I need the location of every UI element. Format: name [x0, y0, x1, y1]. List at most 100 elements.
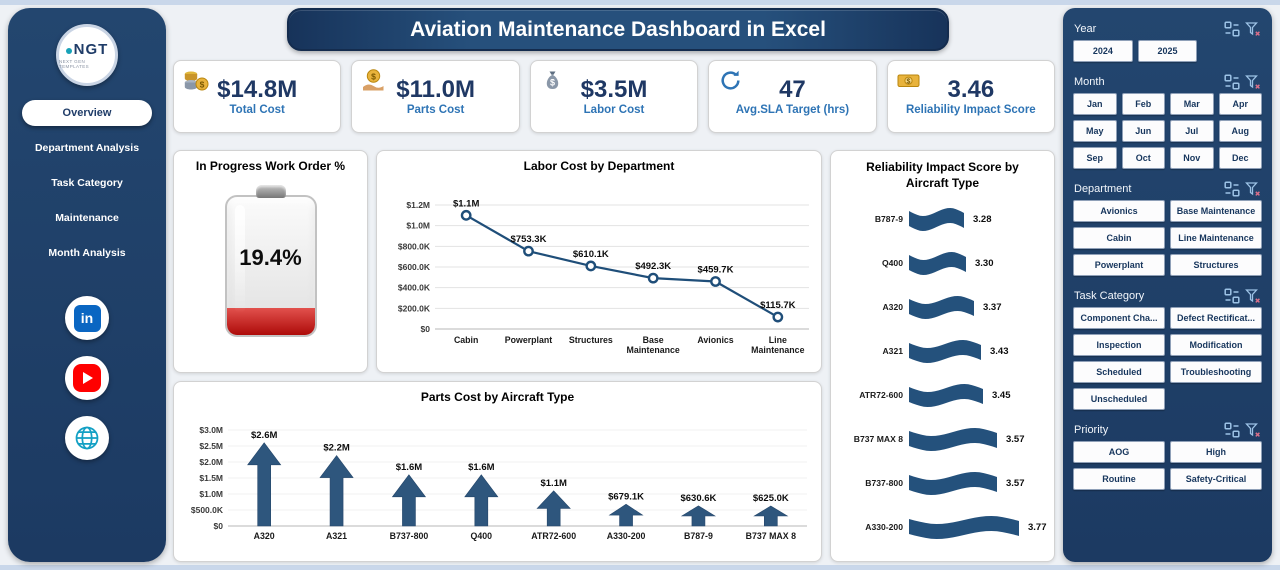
slicer-priority-option-safety-critical[interactable]: Safety-Critical — [1170, 468, 1262, 490]
slicer-task-category-option-troubleshooting[interactable]: Troubleshooting — [1170, 361, 1262, 383]
youtube-icon[interactable] — [65, 356, 109, 400]
slicer-icons — [1224, 421, 1261, 438]
clear-filter-icon[interactable] — [1245, 181, 1261, 197]
funnel-flag — [909, 252, 966, 276]
parts-cost-bar-svg: $0 $500.0K $1.0M $1.5M $2.0M $2.5M $3.0M $2.6M A… — [191, 425, 807, 541]
slicer-month-option-aug[interactable]: Aug — [1218, 120, 1262, 142]
slicer-year: Year 2024 2025 — [1073, 17, 1262, 62]
slicer-month-option-nov[interactable]: Nov — [1170, 147, 1214, 169]
kpi-value: 47 — [779, 75, 806, 103]
funnel-rows: B787-9 3.28 Q400 3.30 A320 3.37 A321 3.43 ATR72-… — [831, 195, 1054, 549]
slicer-month-option-apr[interactable]: Apr — [1218, 93, 1262, 115]
funnel-flag — [909, 516, 1019, 540]
funnel-value: 3.43 — [990, 345, 1009, 357]
svg-text:$630.6K: $630.6K — [680, 493, 716, 504]
sidebar-item-month-analysis[interactable]: Month Analysis — [48, 247, 126, 259]
slicer-options: 2024 2025 — [1073, 40, 1262, 62]
svg-text:$800.0K: $800.0K — [398, 241, 431, 251]
slicer-department-option-cabin[interactable]: Cabin — [1073, 227, 1165, 249]
slicer-priority: Priority AOG High Routine Safety-Critical — [1073, 418, 1262, 490]
slicer-priority-option-aog[interactable]: AOG — [1073, 441, 1165, 463]
slicer-department-option-line-maintenance[interactable]: Line Maintenance — [1170, 227, 1262, 249]
slicer-header: Month — [1073, 70, 1262, 93]
gauge-title: In Progress Work Order % — [195, 159, 346, 173]
kpi-label: Parts Cost — [406, 104, 465, 117]
slicer-task-category-option-inspection[interactable]: Inspection — [1073, 334, 1165, 356]
slicer-month-option-mar[interactable]: Mar — [1170, 93, 1214, 115]
linkedin-icon[interactable]: in — [65, 296, 109, 340]
svg-text:$0: $0 — [214, 521, 224, 531]
gauge-value: 19.4% — [239, 244, 302, 270]
slicer-month-option-dec[interactable]: Dec — [1218, 147, 1262, 169]
svg-text:A321: A321 — [326, 531, 347, 541]
multiselect-icon[interactable] — [1224, 287, 1240, 304]
slicer-year-option-2024[interactable]: 2024 — [1073, 40, 1133, 62]
slicer-priority-option-routine[interactable]: Routine — [1073, 468, 1165, 490]
svg-text:$459.7K: $459.7K — [698, 264, 734, 275]
slicer-department-option-avionics[interactable]: Avionics — [1073, 200, 1165, 222]
slicer-department-option-structures[interactable]: Structures — [1170, 254, 1262, 276]
filter-panel: Year 2024 2025 Month Jan Feb Mar Apr May Jun Jul Au… — [1063, 8, 1272, 562]
slicer-month-option-feb[interactable]: Feb — [1121, 93, 1165, 115]
clear-filter-icon[interactable] — [1245, 74, 1261, 90]
sidebar-item-maintenance[interactable]: Maintenance — [55, 212, 119, 224]
slicer-priority-option-high[interactable]: High — [1170, 441, 1262, 463]
kpi-label: Reliability Impact Score — [905, 104, 1036, 117]
svg-text:$610.1K: $610.1K — [573, 249, 609, 260]
linkedin-glyph: in — [73, 304, 101, 332]
svg-text:Powerplant: Powerplant — [505, 335, 552, 345]
sidebar-nav: Overview Department Analysis Task Catego… — [8, 100, 166, 266]
slicer-month-option-oct[interactable]: Oct — [1121, 147, 1165, 169]
logo-subtext: NEXT GEN TEMPLATES — [59, 59, 90, 69]
slicer-title: Priority — [1074, 423, 1109, 436]
funnel-flag — [909, 384, 983, 408]
clear-filter-icon[interactable] — [1245, 21, 1261, 37]
slicer-task-category-option-modification[interactable]: Modification — [1170, 334, 1262, 356]
clear-filter-icon[interactable] — [1245, 422, 1261, 438]
svg-text:Structures: Structures — [569, 335, 613, 345]
labor-cost-line-svg: $0 $200.0K $400.0K $600.0K $800.0K $1.0M $1.2M… — [398, 198, 809, 355]
slicer-month-option-may[interactable]: May — [1073, 120, 1117, 142]
svg-text:Cabin: Cabin — [454, 335, 478, 345]
svg-text:$200.0K: $200.0K — [398, 303, 431, 313]
svg-text:Maintenance: Maintenance — [627, 345, 680, 355]
clear-filter-icon[interactable] — [1245, 288, 1261, 304]
sidebar-item-department-analysis[interactable]: Department Analysis — [34, 142, 140, 154]
globe-icon — [75, 426, 99, 450]
slicer-header: Priority — [1073, 418, 1262, 441]
svg-text:$625.0K: $625.0K — [753, 493, 789, 504]
slicer-title: Task Category — [1074, 289, 1145, 302]
sidebar-item-task-category[interactable]: Task Category — [51, 177, 123, 189]
slicer-department-option-powerplant[interactable]: Powerplant — [1073, 254, 1165, 276]
slicer-department-option-base-maintenance[interactable]: Base Maintenance — [1170, 200, 1262, 222]
slicer-task-category-option-unscheduled[interactable]: Unscheduled — [1073, 388, 1165, 410]
multiselect-icon[interactable] — [1224, 73, 1240, 90]
slicer-month-option-sep[interactable]: Sep — [1073, 147, 1117, 169]
svg-text:A320: A320 — [254, 531, 275, 541]
multiselect-icon[interactable] — [1224, 180, 1240, 197]
ngt-logo: NGT NEXT GEN TEMPLATES — [56, 24, 118, 86]
svg-text:$1.2M: $1.2M — [406, 200, 430, 210]
kpi-labor-cost: $ $3.5M Labor Cost — [529, 60, 699, 133]
slicer-task-category-option-component-cha[interactable]: Component Cha... — [1073, 307, 1165, 329]
slicer-title: Month — [1074, 75, 1105, 88]
slicer-task-category-option-scheduled[interactable]: Scheduled — [1073, 361, 1165, 383]
slicer-month-option-jul[interactable]: Jul — [1170, 120, 1214, 142]
funnel-value: 3.28 — [973, 213, 992, 225]
funnel-row: A330-200 3.77 — [841, 505, 1048, 549]
slicer-icons — [1224, 20, 1261, 37]
slicer-year-option-2025[interactable]: 2025 — [1137, 40, 1198, 62]
slicer-task-category-option-defect-rectificat[interactable]: Defect Rectificat... — [1170, 307, 1262, 329]
svg-text:B787-9: B787-9 — [684, 531, 713, 541]
funnel-flag — [909, 428, 997, 452]
slicer-month-option-jun[interactable]: Jun — [1121, 120, 1165, 142]
svg-text:$1.6M: $1.6M — [396, 462, 422, 473]
multiselect-icon[interactable] — [1224, 20, 1240, 37]
website-icon[interactable] — [65, 416, 109, 460]
sidebar-item-overview[interactable]: Overview — [22, 100, 152, 126]
funnel-category: ATR72-600 — [859, 390, 903, 401]
kpi-parts-cost: $ $11.0M Parts Cost — [351, 60, 520, 133]
multiselect-icon[interactable] — [1224, 421, 1240, 438]
slicer-month-option-jan[interactable]: Jan — [1073, 93, 1117, 115]
